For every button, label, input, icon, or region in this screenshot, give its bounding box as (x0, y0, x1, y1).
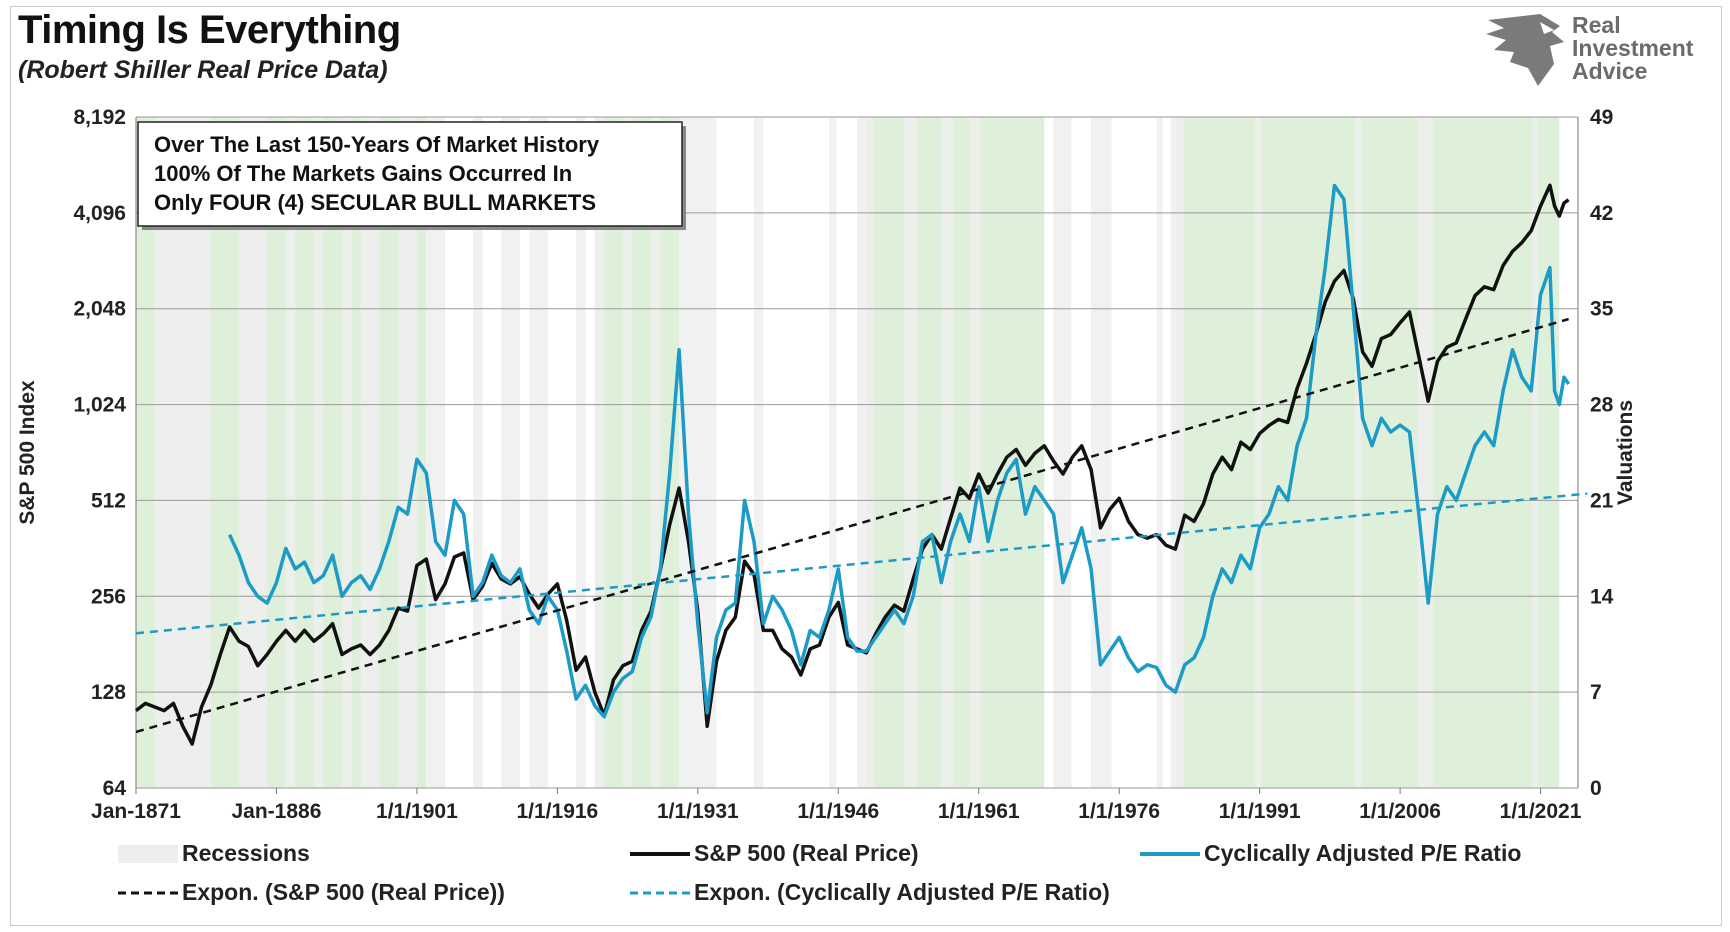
legend-label: Cyclically Adjusted P/E Ratio (1204, 840, 1521, 866)
y-right-tick-label: 35 (1590, 298, 1614, 321)
legend-layer: Recessions S&P 500 (Real Price) Cyclically… (118, 840, 1521, 905)
x-tick-label: 1/1/1946 (797, 800, 879, 823)
chart-subtitle: (Robert Shiller Real Price Data) (18, 56, 388, 84)
recession-band (342, 117, 352, 788)
y-left-tick-label: 64 (103, 777, 127, 800)
y-right-tick-label: 49 (1590, 106, 1613, 129)
recession-band (1417, 117, 1433, 788)
recession-band (1532, 117, 1539, 788)
bull-market-band (1175, 117, 1560, 788)
y-left-tick-label: 4,096 (73, 202, 126, 225)
y-right-axis-title: Valuations (1614, 400, 1637, 505)
recession-band (1156, 117, 1163, 788)
logo-line: Real (1572, 12, 1621, 38)
annotation-line: 100% Of The Markets Gains Occurred In (154, 161, 572, 186)
legend-label: S&P 500 (Real Price) (694, 840, 919, 866)
recession-band (754, 117, 764, 788)
recession-band (594, 117, 605, 788)
x-tick-label: 1/1/1901 (376, 800, 458, 823)
recession-band (651, 117, 661, 788)
logo-text: Real Investment Advice (1572, 14, 1693, 83)
x-tick-label: Jan-1886 (232, 800, 322, 823)
recession-band (501, 117, 520, 788)
y-left-tick-label: 1,024 (73, 394, 126, 417)
recession-band (285, 117, 296, 788)
eagle-icon (1486, 14, 1564, 86)
chart-title: Timing Is Everything (18, 8, 401, 52)
logo-line: Advice (1572, 58, 1648, 84)
y-left-tick-label: 512 (91, 489, 126, 512)
legend-label: Expon. (Cyclically Adjusted P/E Ratio) (694, 879, 1110, 905)
recession-band (313, 117, 324, 788)
annotation-line: Only FOUR (4) SECULAR BULL MARKETS (154, 190, 596, 215)
x-tick-label: 1/1/1976 (1078, 800, 1160, 823)
legend-label: Recessions (182, 840, 310, 866)
y-right-tick-label: 0 (1590, 777, 1602, 800)
recession-band (1170, 117, 1184, 788)
recession-band (903, 117, 917, 788)
series-line (134, 183, 1570, 746)
trend-line (135, 317, 1569, 734)
x-tick-label: 1/1/1931 (657, 800, 739, 823)
brand-logo: Real Investment Advice (1480, 12, 1710, 88)
x-tick-label: 1/1/1961 (938, 800, 1020, 823)
recession-band (857, 117, 874, 788)
y-right-tick-label: 14 (1590, 585, 1614, 608)
recession-band (398, 117, 417, 788)
recession-band (1355, 117, 1362, 788)
x-tick-label: 1/1/2021 (1500, 800, 1582, 823)
x-tick-label: 1/1/1916 (516, 800, 598, 823)
y-right-tick-label: 21 (1590, 489, 1614, 512)
recession-band (622, 117, 633, 788)
recession-band (473, 117, 483, 788)
recession-band (576, 117, 586, 788)
y-left-axis-title: S&P 500 Index (16, 380, 39, 525)
series-line (228, 183, 1571, 719)
annotation-line: Over The Last 150-Years Of Market Histor… (154, 132, 600, 157)
x-tick-label: 1/1/2006 (1359, 800, 1441, 823)
y-left-tick-label: 128 (91, 681, 126, 704)
logo-line: Investment (1572, 35, 1694, 61)
recession-band (426, 117, 445, 788)
trend-line (135, 492, 1588, 635)
recession-band (1053, 117, 1072, 788)
annotation-layer: Over The Last 150-Years Of Market Histor… (137, 121, 686, 230)
y-left-tick-label: 256 (91, 585, 126, 608)
recession-band (360, 117, 380, 788)
axis-layer: 64 128 256 512 1,024 2,048 4,096 8,192 0 7 14 21 28 3… (16, 106, 1637, 823)
y-right-tick-label: 7 (1590, 681, 1602, 704)
annotation-box (137, 121, 683, 227)
legend-swatch-area (118, 845, 178, 863)
series-layer (134, 183, 1588, 746)
recession-band (941, 117, 954, 788)
x-tick-label: Jan-1871 (91, 800, 181, 823)
legend-label: Expon. (S&P 500 (Real Price)) (182, 879, 505, 905)
y-left-tick-label: 2,048 (73, 298, 126, 321)
y-right-tick-label: 28 (1590, 394, 1614, 417)
recession-band (1254, 117, 1262, 788)
x-tick-label: 1/1/1991 (1219, 800, 1301, 823)
y-left-tick-label: 8,192 (73, 106, 126, 129)
recession-band (529, 117, 548, 788)
recession-band (969, 117, 981, 788)
recession-band (828, 117, 837, 788)
y-right-tick-label: 42 (1590, 202, 1613, 225)
